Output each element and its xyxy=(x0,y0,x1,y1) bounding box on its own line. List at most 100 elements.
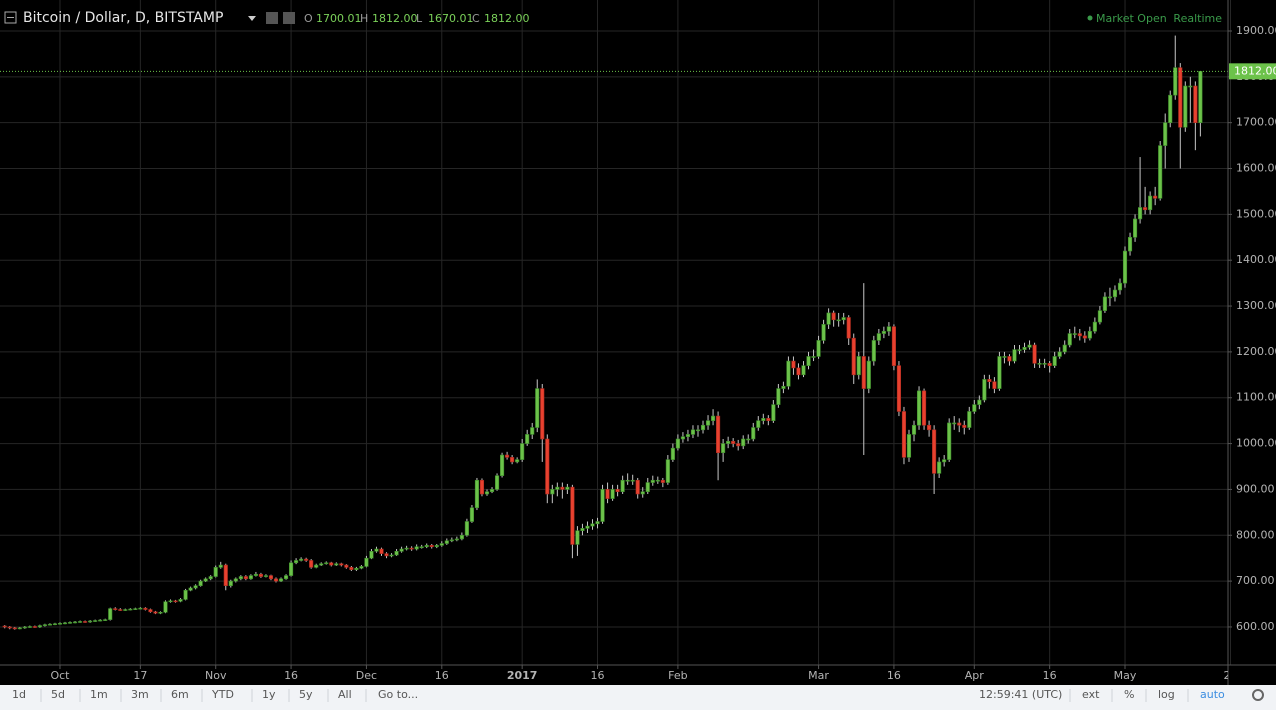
y-tick-label: 1200.00 xyxy=(1236,345,1276,358)
x-tick-label: Apr xyxy=(965,669,985,682)
candle-body xyxy=(806,356,811,366)
candle-body xyxy=(816,340,821,357)
candle-body xyxy=(7,626,12,629)
candle-body xyxy=(379,548,384,554)
candle-body xyxy=(700,424,706,431)
goto-button[interactable]: Go to... xyxy=(378,688,418,701)
candle-body xyxy=(108,608,113,620)
candle-body xyxy=(484,491,490,495)
candle-body xyxy=(153,611,158,614)
candle-body xyxy=(158,611,163,614)
candle-body xyxy=(208,576,213,580)
candle-body xyxy=(786,360,791,387)
option-button[interactable]: ext xyxy=(1082,688,1100,701)
range-button[interactable]: 5y xyxy=(299,688,313,701)
settings-gear[interactable] xyxy=(1252,689,1264,701)
close-icon[interactable] xyxy=(283,12,295,24)
candle-body xyxy=(213,567,218,577)
y-tick-label: 1500.00 xyxy=(1236,207,1276,220)
range-button[interactable]: 3m xyxy=(131,688,149,701)
candle-body xyxy=(198,580,203,586)
ohlc-value: 1812.00 xyxy=(484,12,530,25)
candle-body xyxy=(871,340,876,362)
candle-body xyxy=(821,324,826,341)
candle-body xyxy=(967,411,972,428)
ohlc-value: 1812.00 xyxy=(372,12,418,25)
candle-body xyxy=(535,388,540,428)
ohlc-value: 1670.01 xyxy=(428,12,474,25)
candle-body xyxy=(93,620,98,622)
candle-body xyxy=(540,388,545,440)
range-button[interactable]: 1m xyxy=(90,688,108,701)
candle-body xyxy=(600,489,605,522)
candle-body xyxy=(193,585,198,589)
toolbar-buttons: 1d 5d 1m 3m 6m YTD 1y 5y All Go to... 12:59:41 (UT… xyxy=(12,688,1264,702)
option-button[interactable]: % xyxy=(1124,688,1134,701)
option-button[interactable]: auto xyxy=(1200,688,1225,701)
x-tick-label: 16 xyxy=(1043,669,1057,682)
candle-body xyxy=(530,427,535,435)
symbol-menu-arrow[interactable] xyxy=(248,16,256,21)
candle-body xyxy=(836,319,841,322)
range-button[interactable]: 1d xyxy=(12,688,26,701)
candle-body xyxy=(620,479,625,493)
candle-body xyxy=(675,438,680,449)
settings-icon[interactable] xyxy=(266,12,278,24)
candle-body xyxy=(811,356,816,358)
candle-body xyxy=(67,622,73,624)
candle-body xyxy=(1042,363,1047,365)
range-button[interactable]: All xyxy=(338,688,352,701)
range-button[interactable]: 6m xyxy=(171,688,189,701)
candle-body xyxy=(922,390,927,426)
y-tick-label: 1600.00 xyxy=(1236,162,1276,175)
candle-body xyxy=(736,443,741,447)
candle-body xyxy=(1107,296,1113,299)
candle-body xyxy=(861,356,866,389)
candle-body xyxy=(57,622,63,625)
option-button[interactable]: log xyxy=(1158,688,1175,701)
range-button[interactable]: 5d xyxy=(51,688,65,701)
candle-body xyxy=(1183,85,1188,128)
candle-body xyxy=(1148,195,1153,211)
range-button[interactable]: 1y xyxy=(262,688,276,701)
candle-body xyxy=(78,621,83,623)
candle-body xyxy=(238,576,243,580)
candle-body xyxy=(47,623,52,626)
candle-body xyxy=(781,385,786,389)
candle-body xyxy=(952,422,957,425)
candle-body xyxy=(901,411,907,458)
candle-body xyxy=(22,626,27,629)
candle-body xyxy=(494,475,500,490)
candle-body xyxy=(1077,333,1082,337)
status-dot xyxy=(1087,15,1093,21)
candle-body xyxy=(344,564,349,568)
candle-body xyxy=(690,429,696,435)
candle-body xyxy=(1057,351,1062,357)
collapse-icon[interactable] xyxy=(4,11,17,24)
candle-body xyxy=(1158,145,1163,199)
candle-body xyxy=(866,360,871,389)
x-tick-label: 17 xyxy=(133,669,147,682)
candle-body xyxy=(354,567,359,570)
x-tick-label: 2017 xyxy=(507,669,538,682)
candle-body xyxy=(374,548,379,552)
ohlc-value: 1700.01 xyxy=(316,12,362,25)
candle-body xyxy=(268,575,274,580)
candle-body xyxy=(645,482,650,493)
range-button[interactable]: YTD xyxy=(211,688,234,701)
candle-body xyxy=(2,625,7,628)
candle-body xyxy=(570,486,575,545)
candle-body xyxy=(500,454,505,476)
candle-body xyxy=(52,623,58,626)
symbol-title[interactable]: Bitcoin / Dollar, D, BITSTAMP xyxy=(23,10,223,26)
candle-body xyxy=(731,440,736,444)
candle-body xyxy=(1168,94,1173,123)
candle-body xyxy=(942,459,947,463)
candle-body xyxy=(695,429,701,432)
candle-body xyxy=(42,624,47,626)
x-tick-label: 16 xyxy=(435,669,449,682)
candle-body xyxy=(1178,67,1183,128)
candle-body xyxy=(394,551,399,556)
candle-body xyxy=(831,312,836,321)
candle-body xyxy=(1133,218,1138,238)
